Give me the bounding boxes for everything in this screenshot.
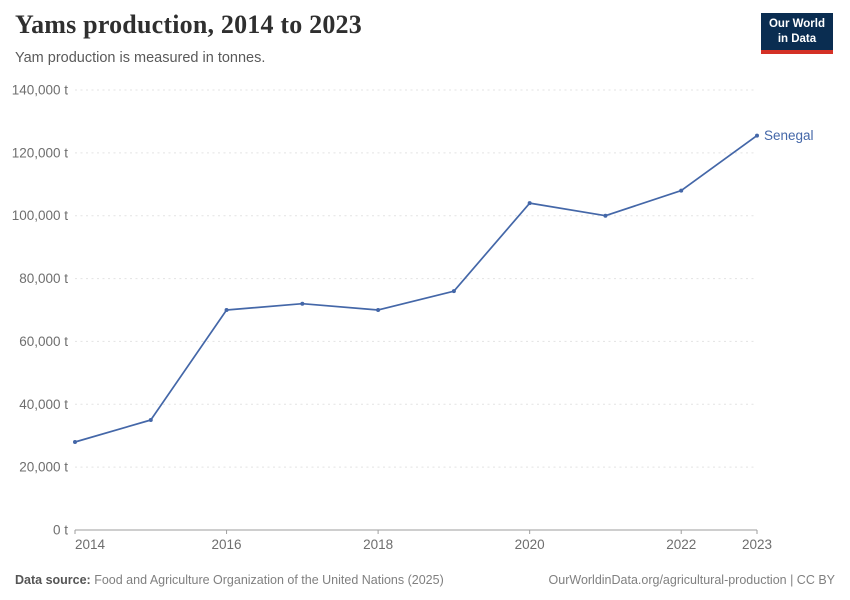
y-tick-label: 80,000 t	[19, 271, 68, 286]
y-tick-label: 20,000 t	[19, 460, 68, 475]
owid-logo-line1: Our World	[768, 18, 825, 30]
y-tick-label: 140,000 t	[12, 83, 69, 98]
data-point[interactable]	[755, 133, 759, 138]
x-tick-label: 2014	[75, 537, 106, 552]
data-point[interactable]	[679, 188, 684, 193]
chart-subtitle: Yam production is measured in tonnes.	[15, 50, 266, 66]
owid-logo[interactable]: Our World in Data	[760, 13, 833, 54]
series-label[interactable]: Senegal	[764, 128, 814, 143]
credit-link[interactable]: OurWorldinData.org/agricultural-producti…	[548, 573, 835, 587]
data-source-label: Data source:	[15, 573, 91, 587]
data-point[interactable]	[451, 289, 456, 294]
data-point[interactable]	[224, 308, 229, 312]
series-line[interactable]	[74, 134, 758, 443]
data-point[interactable]	[148, 418, 153, 422]
page-title: Yams production, 2014 to 2023	[15, 10, 362, 39]
y-tick-label: 100,000 t	[12, 208, 69, 223]
y-tick-label: 120,000 t	[12, 145, 69, 160]
data-point[interactable]	[376, 308, 381, 312]
x-tick-label: 2022	[666, 537, 696, 552]
y-tick-label: 60,000 t	[19, 334, 68, 349]
data-point[interactable]	[527, 201, 532, 206]
data-source: Data source: Food and Agriculture Organi…	[15, 573, 444, 587]
x-tick-label: 2016	[212, 537, 242, 552]
data-point[interactable]	[300, 301, 305, 306]
data-source-text: Food and Agriculture Organization of the…	[94, 573, 444, 587]
y-tick-label: 0 t	[53, 523, 68, 538]
data-point[interactable]	[603, 213, 608, 218]
x-tick-label: 2020	[515, 537, 545, 552]
owid-logo-line2: in Data	[777, 32, 817, 45]
y-tick-label: 40,000 t	[19, 397, 68, 412]
x-tick-label: 2023	[742, 537, 772, 552]
x-tick-label: 2018	[363, 537, 393, 552]
chart-footer: Data source: Food and Agriculture Organi…	[15, 573, 835, 587]
data-point[interactable]	[73, 440, 77, 444]
